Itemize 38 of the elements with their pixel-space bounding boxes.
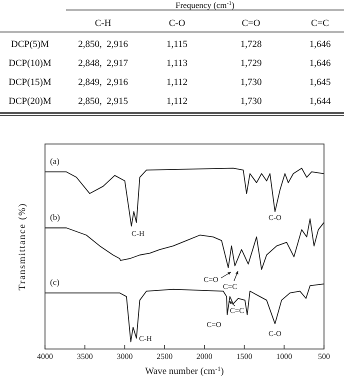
category-label: DCP(20)M [8,97,52,107]
text: 2,849, 2,916 [78,78,128,88]
text: 1,646 [309,59,331,69]
x-tick-label: 2500 [156,352,173,361]
x-tick-label: 1500 [236,352,252,361]
x-tick-label: 3500 [76,352,93,361]
text: 1,730 [240,78,262,88]
category-label: C-O [168,19,186,29]
text: 1,115 [166,40,188,50]
series-label: (c) [50,276,60,287]
text: 1,113 [166,59,188,69]
text: 2,848, 2,917 [78,59,128,69]
x-tick-label: 2000 [196,352,212,361]
x-tick-label: 3000 [116,352,133,361]
category-label: C=O [242,19,260,29]
text: 1,112 [166,97,188,107]
x-tick-label: 1000 [276,352,292,361]
text: 1,646 [309,40,331,50]
text: 1,644 [309,97,331,107]
category-label: C=C [310,19,330,29]
text: 2,850, 2,915 [78,97,128,107]
category-label: DCP(15)M [8,78,52,88]
x-tick-label: 4000 [37,352,53,361]
x-tick-label: 500 [318,352,330,361]
text: 1,730 [240,97,262,107]
text: 1,729 [240,59,262,69]
series-label: (b) [50,212,60,222]
text: Frequency (cm$^{-1}$) [175,0,235,10]
y-axis-title: Transmittance (%) [18,202,28,290]
text: 1,645 [309,78,331,88]
category-label: C-H [94,19,112,29]
x-axis-title: Wave number (cm$^{-1}$) [145,366,224,377]
text: 2,850, 2,916 [78,40,128,50]
text: 1,112 [166,78,188,88]
text: 1,728 [240,40,262,50]
series-label: (a) [50,156,60,166]
category-label: DCP(10)M [8,59,52,69]
category-label: DCP(5)M [10,40,50,50]
